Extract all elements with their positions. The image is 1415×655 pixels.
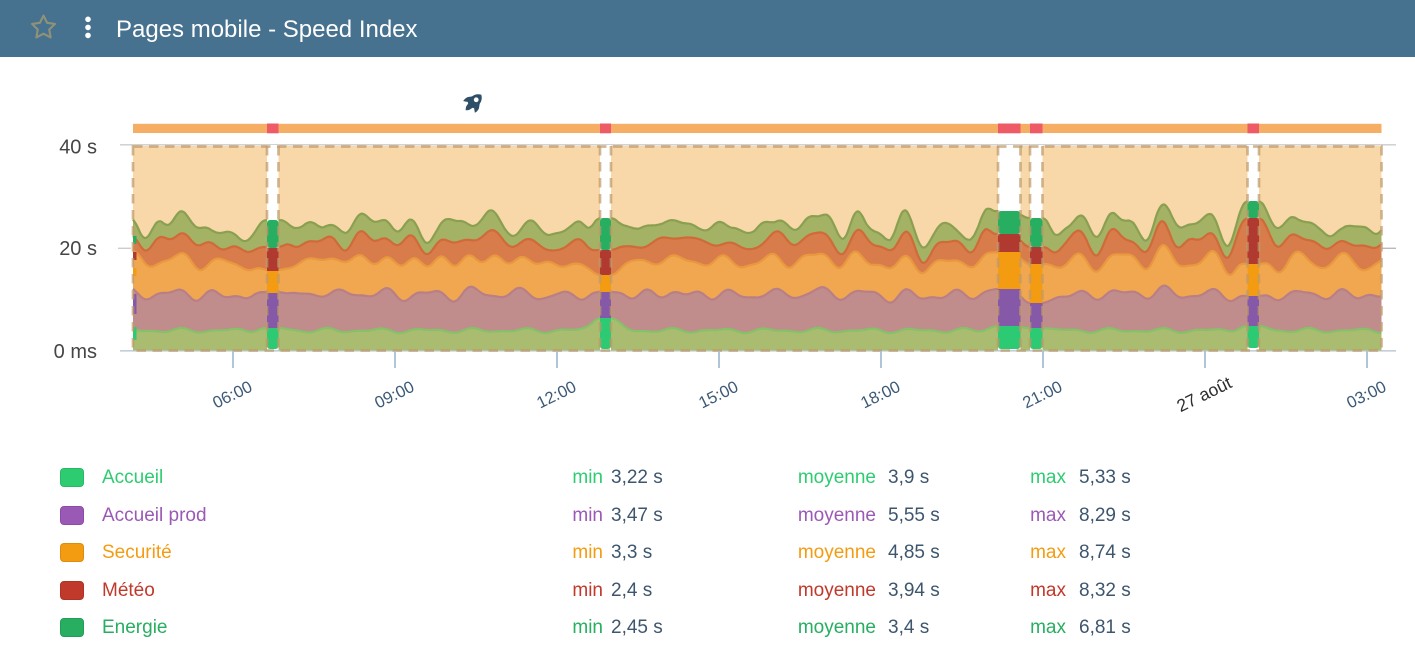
svg-text:03:00: 03:00 xyxy=(1344,377,1390,412)
svg-text:18:00: 18:00 xyxy=(858,377,904,412)
svg-text:06:00: 06:00 xyxy=(210,377,256,412)
svg-text:27 août: 27 août xyxy=(1173,372,1234,416)
svg-text:12:00: 12:00 xyxy=(534,377,580,412)
svg-text:0 ms: 0 ms xyxy=(54,341,97,363)
svg-text:20 s: 20 s xyxy=(59,238,97,260)
svg-text:21:00: 21:00 xyxy=(1020,377,1066,412)
svg-text:15:00: 15:00 xyxy=(696,377,742,412)
svg-text:40 s: 40 s xyxy=(59,137,97,159)
svg-text:09:00: 09:00 xyxy=(372,377,418,412)
